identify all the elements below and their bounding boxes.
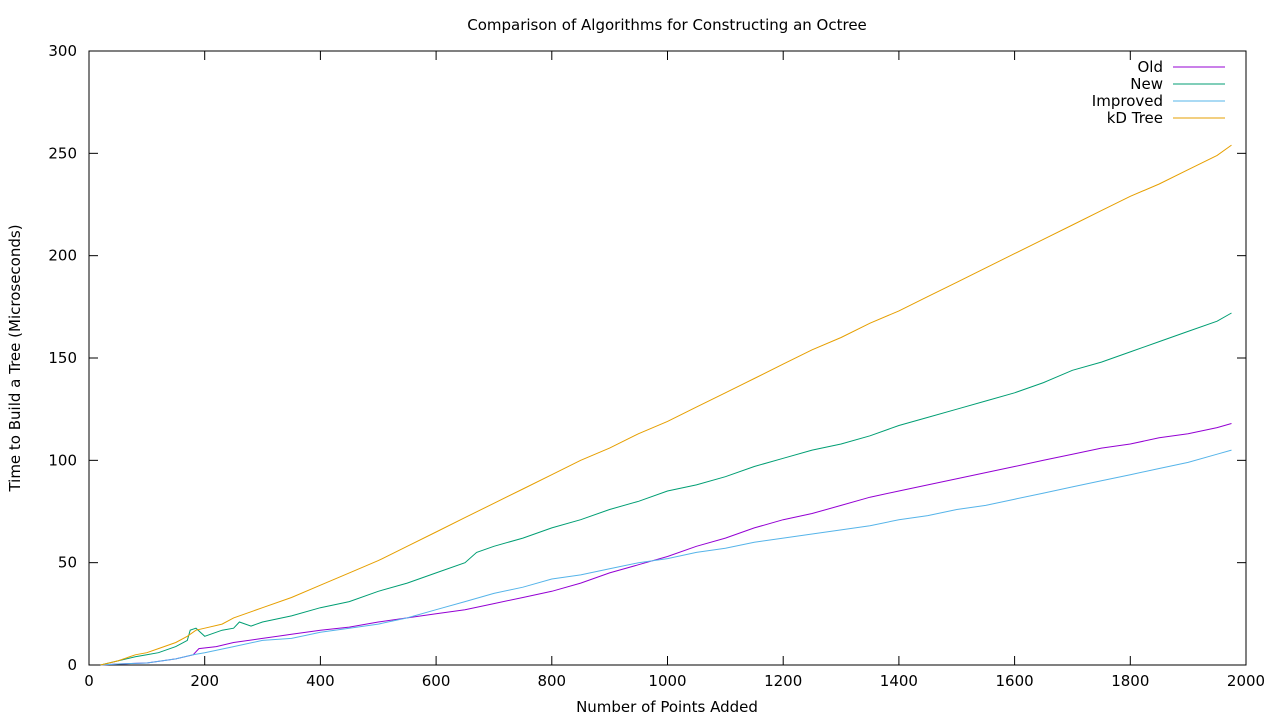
x-tick-label: 600 xyxy=(422,672,451,690)
legend-label-improved: Improved xyxy=(1092,92,1163,110)
series-lines xyxy=(100,144,1232,666)
y-tick-label: 300 xyxy=(48,42,77,60)
x-tick-label: 0 xyxy=(84,672,94,690)
y-tick-label: 150 xyxy=(48,349,77,367)
axis-ticks: 0 200 400 600 800 1000 1200 1400 1600 1800 2000 0 50… xyxy=(48,42,1265,690)
x-tick-label: 1000 xyxy=(648,672,686,690)
x-tick-label: 1600 xyxy=(996,672,1034,690)
y-tick-label: 100 xyxy=(48,451,77,469)
x-tick-label: 1800 xyxy=(1111,672,1149,690)
x-tick-label: 800 xyxy=(537,672,566,690)
legend-label-old: Old xyxy=(1138,58,1164,76)
plot-frame xyxy=(88,50,1247,666)
y-tick-label: 200 xyxy=(48,247,77,265)
chart-title: Comparison of Algorithms for Constructin… xyxy=(467,16,867,34)
x-tick-label: 1200 xyxy=(764,672,802,690)
legend-label-kd-tree: kD Tree xyxy=(1107,109,1163,127)
y-tick-label: 0 xyxy=(67,656,77,674)
y-axis-label: Time to Build a Tree (Microseconds) xyxy=(6,224,24,492)
x-tick-label: 200 xyxy=(190,672,219,690)
series-line-improved xyxy=(100,449,1232,666)
x-axis-label: Number of Points Added xyxy=(576,698,758,716)
series-line-kd-tree xyxy=(100,144,1232,666)
x-tick-label: 2000 xyxy=(1227,672,1265,690)
series-line-old xyxy=(100,423,1232,666)
x-tick-label: 1400 xyxy=(880,672,918,690)
y-tick-label: 250 xyxy=(48,144,77,162)
x-tick-label: 400 xyxy=(306,672,335,690)
y-tick-label: 50 xyxy=(58,554,77,572)
legend-label-new: New xyxy=(1130,75,1163,93)
